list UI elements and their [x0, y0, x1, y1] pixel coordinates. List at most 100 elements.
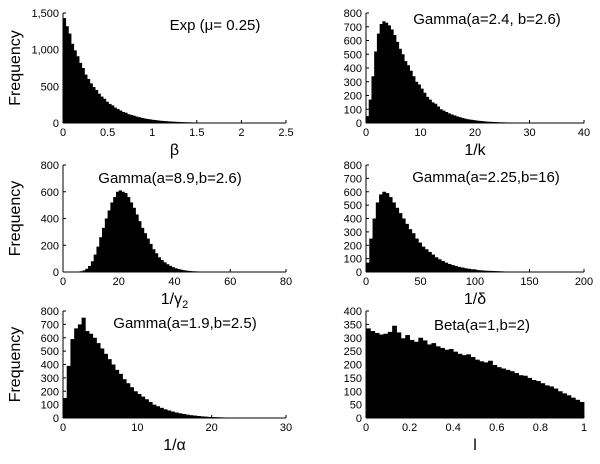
y-tick-label: 1,000 [31, 45, 59, 57]
histogram-bar [490, 270, 494, 272]
histogram-bar [79, 62, 83, 123]
histogram-bar [84, 74, 88, 123]
histogram-bar [453, 115, 457, 123]
y-tick-label: 0 [356, 118, 362, 130]
histogram-bar [509, 371, 515, 418]
histogram-bar [451, 265, 455, 272]
histogram-bar [418, 242, 422, 272]
panel-title: Gamma(a=2.4, b=2.6) [413, 11, 561, 28]
y-tick-label: 350 [344, 319, 362, 331]
y-tick-label: 0 [53, 118, 59, 130]
histogram-bar [461, 118, 465, 123]
histogram-bar [143, 118, 147, 123]
histogram-bar [81, 317, 86, 418]
y-tick-label: 100 [41, 400, 59, 412]
histogram-bar [129, 114, 133, 123]
histogram-bar [149, 243, 153, 272]
histogram-bar [531, 380, 537, 418]
histogram-bar [124, 112, 128, 123]
y-tick-label: 700 [41, 319, 59, 331]
x-tick-label: 10 [131, 422, 143, 434]
histogram-bar [566, 395, 572, 418]
histogram-bar [164, 121, 168, 123]
histogram-bar [486, 270, 491, 272]
histogram-bar [464, 268, 468, 272]
x-tick-label: 20 [113, 276, 125, 288]
histogram-bar [111, 105, 115, 123]
panel-title: Gamma(a=1.9,b=2.5) [113, 315, 256, 332]
y-tick-label: 500 [41, 81, 59, 93]
histogram-bar [409, 70, 413, 123]
histogram-bar [376, 33, 381, 123]
histogram-bar [152, 404, 157, 418]
histogram-bar [404, 61, 408, 123]
x-tick-label: 80 [280, 276, 292, 288]
histogram-bar [174, 412, 179, 418]
y-tick-label: 400 [344, 63, 362, 75]
histogram-bar [85, 331, 90, 418]
x-tick-label: 40 [168, 276, 180, 288]
histogram-bar [92, 87, 96, 123]
y-tick-label: 500 [344, 200, 362, 212]
histogram-bar [415, 238, 419, 272]
histogram-bar [366, 116, 370, 123]
y-tick-label: 300 [41, 373, 59, 385]
histogram-bar [409, 339, 415, 418]
y-axis-label: Frequency [7, 181, 24, 257]
panel-title: Gamma(a=2.25,b=16) [412, 169, 560, 186]
histogram-bar [444, 262, 449, 272]
y-tick-label: 300 [344, 333, 362, 345]
histogram-bar [127, 197, 131, 272]
histogram-bar [85, 268, 89, 272]
histogram-bar [137, 393, 142, 418]
histogram-bar [182, 270, 187, 272]
histogram-bar [177, 269, 181, 272]
x-tick-label: 0 [363, 422, 369, 434]
histogram-bar [129, 202, 134, 272]
histogram-bar [466, 119, 470, 123]
histogram-bar [159, 120, 163, 123]
histogram-bar [113, 107, 117, 123]
histogram-bar [447, 263, 452, 272]
histogram-bar [450, 114, 454, 123]
histogram-bar [181, 413, 187, 418]
x-axis-label: 1/α [163, 437, 186, 454]
histogram-panel-5: 0 10 20 300100200300400500600700800Gamma(a=… [7, 306, 292, 454]
y-tick-label: 0 [356, 413, 362, 425]
histogram-bar [115, 369, 120, 418]
histogram-bar [70, 339, 75, 418]
histogram-bar [417, 84, 421, 123]
histogram-bar [401, 54, 405, 123]
histogram-bar [422, 340, 428, 418]
histogram-bar [379, 24, 383, 123]
histogram-bar [396, 332, 402, 418]
histogram-bar [89, 83, 93, 123]
histogram-bar [562, 393, 567, 418]
histogram-bar [480, 121, 484, 123]
histogram-bar [395, 207, 400, 272]
histogram-bar [470, 357, 476, 418]
y-tick-label: 400 [344, 214, 362, 226]
histogram-bar [393, 35, 397, 123]
histogram-bar [115, 191, 120, 272]
histogram-bar [431, 102, 435, 123]
histogram-bar [457, 353, 463, 418]
histogram-bar [171, 267, 175, 272]
histogram-bar [491, 121, 495, 123]
histogram-bar [428, 251, 432, 272]
histogram-bar [163, 262, 167, 272]
histogram-bar [163, 409, 168, 418]
x-tick-label: 0.4 [446, 422, 461, 434]
histogram-bar [454, 265, 458, 272]
histogram-bar [189, 415, 194, 418]
histogram-bar [440, 347, 445, 418]
histogram-bar [153, 120, 158, 123]
histogram-bar [90, 261, 95, 272]
histogram-bar [437, 259, 442, 272]
histogram-bar [379, 194, 383, 272]
histogram-bar [442, 110, 446, 123]
histogram-bar [398, 213, 403, 272]
